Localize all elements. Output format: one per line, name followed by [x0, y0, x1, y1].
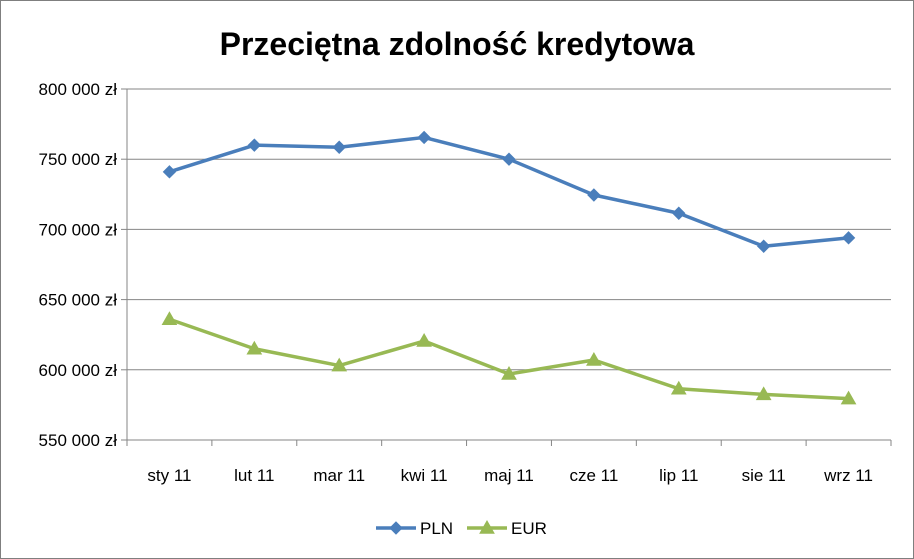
data-point-pln — [332, 140, 346, 154]
data-point-pln — [587, 188, 601, 202]
x-tick-label: maj 11 — [484, 466, 534, 485]
data-point-pln — [417, 130, 431, 145]
data-point-eur — [586, 351, 602, 366]
y-tick-label: 650 000 zł — [39, 291, 118, 310]
legend-marker-pln — [389, 521, 403, 535]
data-point-eur — [331, 357, 348, 372]
x-tick-label: mar 11 — [313, 466, 365, 485]
data-point-eur — [246, 340, 263, 355]
x-tick-label: sie 11 — [742, 466, 786, 485]
x-tick-label: lut 11 — [234, 466, 274, 485]
legend-label-eur: EUR — [511, 519, 547, 538]
x-tick-label: kwi 11 — [401, 466, 448, 485]
data-point-pln — [247, 138, 262, 152]
legend-label-pln: PLN — [420, 519, 453, 538]
grid-layer — [127, 88, 891, 441]
data-point-eur — [161, 311, 178, 326]
x-tick-label: sty 11 — [147, 466, 191, 485]
data-point-eur — [670, 380, 687, 395]
legend-marker-eur — [479, 519, 495, 534]
data-point-pln — [841, 231, 856, 245]
y-tick-label: 800 000 zł — [39, 80, 118, 99]
data-point-eur — [755, 386, 772, 401]
data-point-pln — [502, 152, 516, 166]
y-tick-label: 750 000 zł — [39, 150, 118, 169]
legend: PLN EUR — [376, 519, 547, 538]
y-tick-label: 550 000 zł — [39, 431, 118, 450]
data-point-pln — [756, 239, 771, 253]
y-tick-label: 700 000 zł — [39, 220, 118, 239]
chart-title: Przeciętna zdolność kredytowa — [220, 26, 695, 62]
data-point-eur — [501, 366, 517, 380]
series-layer — [161, 130, 857, 405]
axis-layer: 550 000 zł 600 000 zł 650 000 zł 700 000 zł… — [39, 80, 892, 485]
data-point-eur — [840, 390, 857, 405]
data-point-pln — [672, 206, 686, 220]
series-line-eur — [168, 317, 849, 401]
x-tick-label: cze 11 — [569, 466, 618, 485]
y-tick-label: 600 000 zł — [39, 361, 118, 380]
x-tick-label: lip 11 — [659, 466, 698, 485]
x-tick-label: wrz 11 — [823, 466, 873, 485]
data-point-pln — [162, 165, 177, 179]
data-point-eur — [416, 333, 432, 347]
